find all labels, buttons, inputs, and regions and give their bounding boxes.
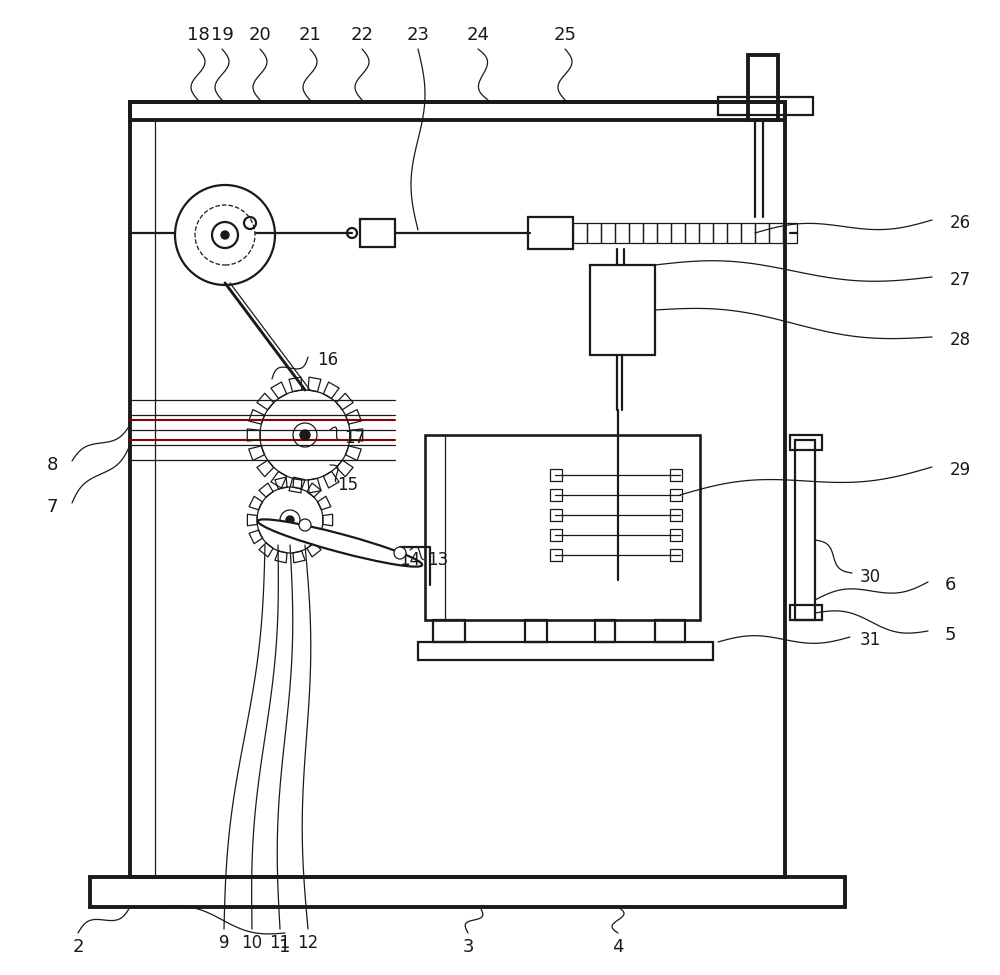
Text: 7: 7: [46, 498, 58, 516]
Bar: [130, 102, 785, 877]
Text: 19: 19: [211, 26, 233, 44]
Bar: [670, 489, 682, 501]
Text: 17: 17: [344, 429, 366, 447]
Text: 6: 6: [944, 576, 956, 594]
Bar: [360, 219, 395, 247]
Bar: [528, 217, 573, 249]
Text: 22: 22: [351, 26, 374, 44]
Bar: [783, 223, 797, 243]
Bar: [670, 549, 682, 561]
Text: 21: 21: [299, 26, 321, 44]
Text: 27: 27: [950, 271, 971, 289]
Bar: [433, 620, 465, 642]
Bar: [748, 55, 778, 120]
Bar: [769, 223, 783, 243]
Text: 30: 30: [859, 568, 881, 586]
Bar: [587, 223, 601, 243]
Text: 20: 20: [249, 26, 271, 44]
Text: 15: 15: [337, 476, 359, 494]
Text: 18: 18: [187, 26, 209, 44]
Bar: [670, 469, 682, 481]
Text: 11: 11: [269, 934, 291, 952]
Bar: [755, 223, 769, 243]
Bar: [550, 549, 562, 561]
Text: 5: 5: [944, 626, 956, 644]
Text: 8: 8: [46, 456, 58, 474]
Bar: [90, 877, 845, 907]
Text: 9: 9: [219, 934, 229, 952]
Bar: [525, 620, 547, 642]
Text: 10: 10: [241, 934, 263, 952]
Text: 31: 31: [859, 631, 881, 649]
Bar: [795, 440, 815, 620]
Circle shape: [394, 547, 406, 559]
Bar: [727, 223, 741, 243]
Bar: [741, 223, 755, 243]
Text: 26: 26: [950, 214, 971, 232]
Text: 13: 13: [427, 551, 449, 569]
Bar: [671, 223, 685, 243]
Bar: [655, 620, 685, 642]
Text: 29: 29: [950, 461, 971, 479]
Bar: [418, 642, 713, 660]
Circle shape: [299, 519, 311, 531]
Bar: [643, 223, 657, 243]
Bar: [657, 223, 671, 243]
Text: 2: 2: [72, 938, 84, 956]
Bar: [790, 435, 822, 450]
Text: 3: 3: [462, 938, 474, 956]
Bar: [670, 529, 682, 541]
Text: 28: 28: [950, 331, 971, 349]
Bar: [615, 223, 629, 243]
Bar: [550, 509, 562, 521]
Bar: [425, 435, 700, 620]
Bar: [629, 223, 643, 243]
Bar: [573, 223, 587, 243]
Circle shape: [221, 231, 229, 239]
Bar: [601, 223, 615, 243]
Circle shape: [286, 516, 294, 524]
Text: 1: 1: [279, 938, 291, 956]
Bar: [130, 102, 785, 120]
Bar: [718, 97, 813, 115]
Bar: [685, 223, 699, 243]
Ellipse shape: [258, 520, 422, 566]
Bar: [670, 509, 682, 521]
Text: 12: 12: [297, 934, 319, 952]
Bar: [550, 489, 562, 501]
Bar: [713, 223, 727, 243]
Bar: [550, 469, 562, 481]
Text: 24: 24: [466, 26, 490, 44]
Text: 16: 16: [317, 351, 339, 369]
Text: 4: 4: [612, 938, 624, 956]
Bar: [590, 265, 655, 355]
Text: 14: 14: [399, 551, 421, 569]
Circle shape: [300, 430, 310, 440]
Bar: [699, 223, 713, 243]
Text: 25: 25: [554, 26, 576, 44]
Text: 23: 23: [406, 26, 430, 44]
Bar: [790, 605, 822, 620]
Bar: [550, 529, 562, 541]
Bar: [595, 620, 615, 642]
